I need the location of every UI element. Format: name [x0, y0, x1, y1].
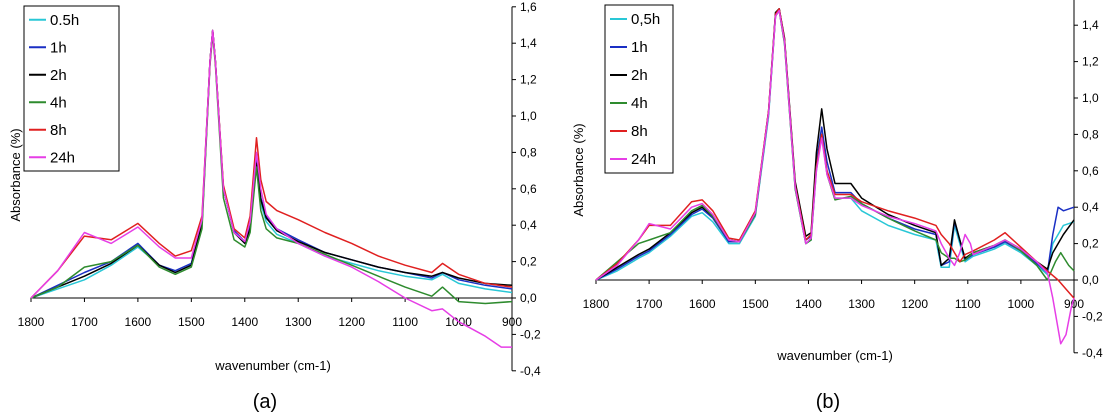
panel-caption: (b): [816, 391, 840, 413]
y-tick-label: 0,2: [520, 255, 537, 269]
x-tick-label: 1200: [901, 297, 928, 311]
y-tick-label: 0,4: [1082, 200, 1099, 214]
y-tick-label: 1,4: [1082, 18, 1099, 32]
series-line: [30, 29, 513, 299]
y-tick-label: 0,6: [1082, 164, 1099, 178]
legend-box: [23, 5, 120, 172]
x-tick-label: 1300: [848, 297, 875, 311]
legend-entry: 24h: [631, 151, 656, 168]
y-tick-label: 1,2: [520, 73, 537, 87]
series-line: [595, 9, 1075, 345]
y-tick-label: -0,2: [1082, 309, 1103, 323]
legend-entry: 2h: [50, 67, 67, 84]
y-tick-label: 1,0: [1082, 91, 1099, 105]
x-tick-label: 1000: [1008, 297, 1035, 311]
y-tick-label: 0,0: [520, 291, 537, 305]
y-tick-label: 1,0: [520, 109, 537, 123]
x-tick-label: 1800: [583, 297, 610, 311]
x-tick-label: 1200: [338, 315, 365, 329]
y-tick-label: 1,4: [520, 36, 537, 50]
y-tick-label: 0,8: [1082, 127, 1099, 141]
y-tick-label: 0,0: [1082, 273, 1099, 287]
series-line: [30, 29, 513, 299]
x-tick-label: 900: [1064, 297, 1084, 311]
y-axis-title: Absorbance (%): [8, 128, 23, 221]
legend-entry: 0,5h: [631, 11, 660, 28]
x-tick-label: 1100: [392, 315, 418, 329]
legend-entry: 1h: [631, 39, 648, 56]
x-tick-label: 1600: [689, 297, 716, 311]
series-line: [30, 29, 512, 348]
x-tick-label: 1700: [636, 297, 663, 311]
legend-entry: 0.5h: [50, 12, 79, 29]
x-axis-title: wavenumber (cm-1): [214, 358, 331, 373]
x-tick-label: 900: [502, 315, 522, 329]
y-axis-title: Absorbance (%): [571, 123, 586, 216]
x-axis-title: wavenumber (cm-1): [776, 348, 893, 363]
y-tick-label: 0,4: [520, 218, 537, 232]
legend-entry: 2h: [631, 67, 648, 84]
legend-entry: 24h: [50, 149, 75, 166]
legend-entry: 1h: [50, 39, 67, 56]
y-tick-label: -0,2: [520, 327, 541, 341]
legend-entry: 4h: [50, 94, 67, 111]
chart-panel-a: -0,4 -0,2 0,0 0,2 0,4 0,6 0,8 1,0 1,2 1,4 1,6 1800 1…: [8, 0, 541, 413]
y-tick-label: 1,2: [1082, 55, 1099, 69]
y-tick-label: 0,8: [520, 145, 537, 159]
x-tick-label: 1500: [178, 315, 205, 329]
x-tick-label: 1500: [742, 297, 769, 311]
y-tick-label: 0,2: [1082, 237, 1099, 251]
x-tick-label: 1100: [955, 297, 981, 311]
y-tick-label: 1,6: [520, 0, 537, 14]
y-tick-label: -0,4: [520, 364, 541, 378]
y-tick-label: -0,4: [1082, 346, 1103, 360]
x-tick-label: 1700: [71, 315, 98, 329]
series-line: [595, 8, 1075, 281]
chart-panel-b: -0,4-0,20,00,20,40,60,81,01,21,41,618001…: [571, 0, 1103, 413]
x-tick-label: 1400: [231, 315, 258, 329]
x-tick-label: 1800: [18, 315, 45, 329]
legend-entry: 8h: [50, 122, 67, 139]
legend-box: [604, 4, 674, 174]
panel-caption: (a): [253, 391, 277, 413]
x-tick-label: 1600: [125, 315, 152, 329]
x-tick-label: 1400: [795, 297, 822, 311]
legend-entry: 8h: [631, 123, 648, 140]
x-tick-label: 1300: [285, 315, 312, 329]
legend-entry: 4h: [631, 95, 648, 112]
y-tick-label: 0,6: [520, 182, 537, 196]
series-line: [30, 33, 513, 305]
